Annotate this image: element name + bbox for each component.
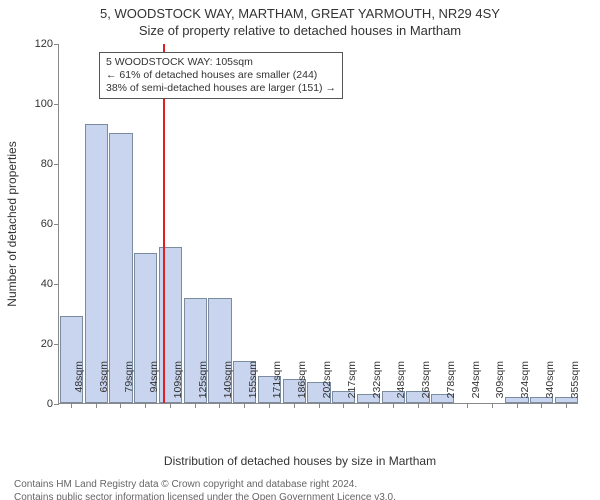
xtick-mark [219,403,220,408]
footer-attribution: Contains HM Land Registry data © Crown c… [14,478,600,500]
ytick-mark [54,44,59,45]
xtick-mark [343,403,344,408]
xtick-mark [368,403,369,408]
footer-line2: Contains public sector information licen… [14,491,600,500]
plot-region: 02040608010012048sqm63sqm79sqm94sqm109sq… [58,44,578,404]
chart-area: 02040608010012048sqm63sqm79sqm94sqm109sq… [58,44,578,404]
xtick-mark [492,403,493,408]
xtick-mark [195,403,196,408]
xtick-mark [541,403,542,408]
xtick-mark [294,403,295,408]
ytick-mark [54,344,59,345]
footer-line1: Contains HM Land Registry data © Crown c… [14,478,600,491]
xtick-label: 278sqm [445,361,457,409]
xtick-mark [71,403,72,408]
xtick-mark [467,403,468,408]
xtick-mark [566,403,567,408]
xtick-mark [145,403,146,408]
title-address: 5, WOODSTOCK WAY, MARTHAM, GREAT YARMOUT… [0,6,600,21]
annotation-line: ← 61% of detached houses are smaller (24… [106,69,336,82]
annotation-line: 38% of semi-detached houses are larger (… [106,82,336,95]
xtick-mark [442,403,443,408]
ytick-mark [54,284,59,285]
ytick-label: 80 [23,158,53,170]
ytick-label: 20 [23,338,53,350]
xtick-label: 294sqm [470,361,482,409]
ytick-label: 40 [23,278,53,290]
xtick-mark [393,403,394,408]
ytick-mark [54,104,59,105]
xtick-mark [418,403,419,408]
ytick-label: 0 [23,398,53,410]
xtick-mark [96,403,97,408]
y-axis-label: Number of detached properties [5,141,19,306]
x-axis-label: Distribution of detached houses by size … [0,454,600,468]
ytick-mark [54,404,59,405]
ytick-label: 60 [23,218,53,230]
ytick-mark [54,164,59,165]
xtick-mark [517,403,518,408]
xtick-mark [269,403,270,408]
xtick-label: 355sqm [569,361,581,409]
ytick-mark [54,224,59,225]
ytick-label: 100 [23,98,53,110]
annotation-line: 5 WOODSTOCK WAY: 105sqm [106,56,336,69]
ytick-label: 120 [23,38,53,50]
xtick-mark [120,403,121,408]
xtick-mark [319,403,320,408]
chart-header: 5, WOODSTOCK WAY, MARTHAM, GREAT YARMOUT… [0,0,600,38]
title-subtitle: Size of property relative to detached ho… [0,23,600,38]
annotation-box: 5 WOODSTOCK WAY: 105sqm← 61% of detached… [99,52,343,99]
xtick-mark [244,403,245,408]
xtick-mark [170,403,171,408]
